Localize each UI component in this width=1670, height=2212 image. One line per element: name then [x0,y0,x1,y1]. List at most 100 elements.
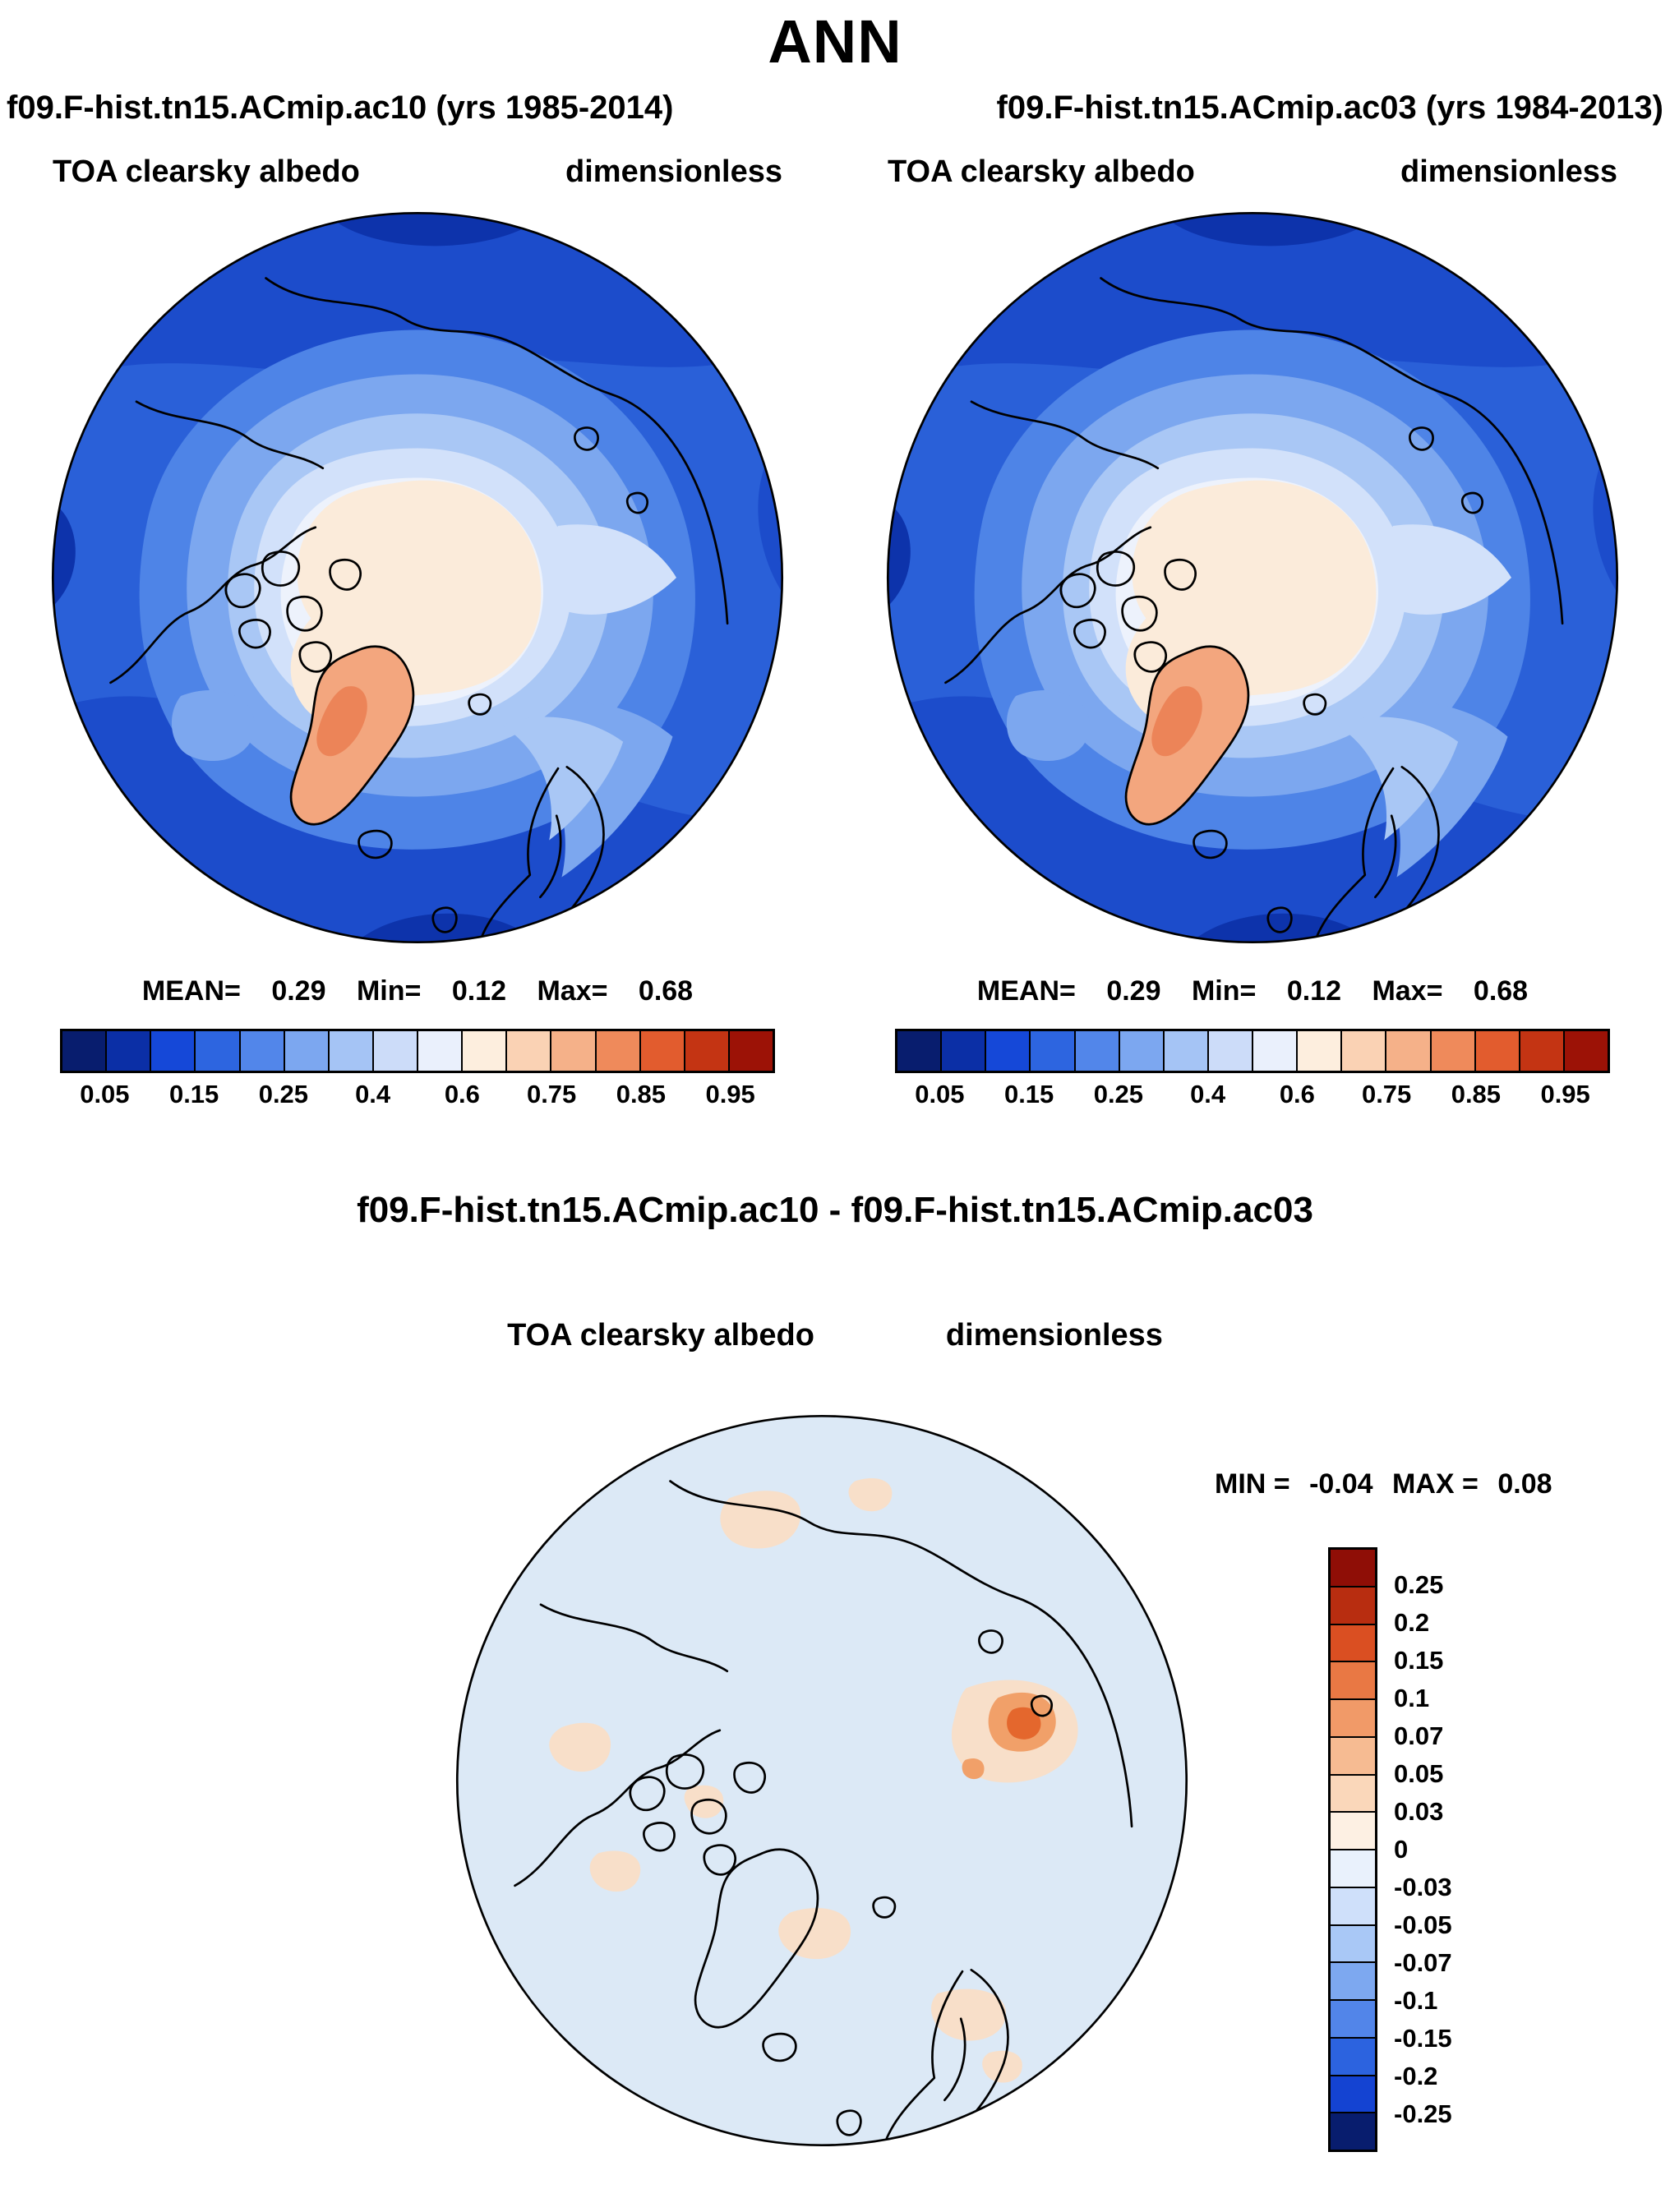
panel-run2-header: TOA clearsky albedo dimensionless [835,154,1670,190]
colorbar-tick-label: 0.05 [1394,1759,1444,1788]
colorbar-segment [507,1031,552,1071]
coastlines [514,1480,1133,2145]
colorbar-tick-label: -0.15 [1394,2024,1452,2053]
difference-colorbar: 0.25 0.2 0.15 0.1 0.07 0.05 0.03 0 -0.03 -0.05 -0.… [1328,1547,1509,2152]
colorbar-tick-label: 0.03 [1394,1797,1444,1826]
polar-map-svg [51,211,784,944]
colorbar-segment [463,1031,508,1071]
colorbar-segment [596,1031,641,1071]
colorbar-labels: 0.25 0.2 0.15 0.1 0.07 0.05 0.03 0 -0.03 -0.05 -0.… [1394,1547,1501,2152]
run1-title: f09.F-hist.tn15.ACmip.ac10 (yrs 1985-201… [7,90,674,126]
colorbar-segment [1331,1737,1375,1776]
run-subtitles: f09.F-hist.tn15.ACmip.ac10 (yrs 1985-201… [0,90,1670,127]
stats-run1: MEAN= 0.29 Min= 0.12 Max= 0.68 [142,975,693,1007]
colorbar-segment [329,1031,374,1071]
polar-map-run1 [48,208,787,947]
coastlines [109,277,729,942]
colorbar-segment [1164,1031,1209,1071]
colorbar-tick-label: 0.95 [1540,1080,1590,1108]
colorbar-strip [1328,1547,1377,2152]
colorbar-tick-label: 0.1 [1394,1684,1430,1712]
min-value: 0.12 [1286,975,1341,1007]
stats-run2: MEAN= 0.29 Min= 0.12 Max= 0.68 [977,975,1528,1007]
colorbar-tick-label: 0.15 [1003,1080,1054,1108]
comparison-panels: TOA clearsky albedo dimensionless MEAN= … [0,154,1670,1116]
max-value: 0.08 [1497,1468,1552,1500]
colorbar-tick-label: 0.07 [1394,1721,1444,1750]
field-label: TOA clearsky albedo [507,1318,814,1353]
colorbar-segment [1331,1813,1375,1850]
colorbar-ticks: 0.05 0.15 0.25 0.4 0.6 0.75 0.85 0.95 [60,1080,775,1116]
colorbar-tick-label: 0.25 [258,1080,309,1108]
max-value: 0.68 [638,975,694,1007]
colorbar-segment [196,1031,241,1071]
colorbar-segment [1331,1775,1375,1813]
colorbar-segment [1331,2038,1375,2076]
polar-map-svg [886,211,1619,944]
colorbar-tick-label: 0.25 [1394,1570,1444,1599]
panel-run1: TOA clearsky albedo dimensionless MEAN= … [0,154,835,1116]
max-label: Max= [1372,975,1443,1007]
colorbar-tick-label: 0.25 [1093,1080,1144,1108]
colorbar-tick-label: 0.15 [168,1080,219,1108]
polar-map-run2 [883,208,1622,947]
colorbar-segment [640,1031,685,1071]
mean-label: MEAN= [976,975,1076,1007]
albedo-colorbar-run1: 0.05 0.15 0.25 0.4 0.6 0.75 0.85 0.95 [60,1029,775,1116]
colorbar-segment [240,1031,285,1071]
difference-title: f09.F-hist.tn15.ACmip.ac10 - f09.F-hist.… [357,1190,1313,1230]
colorbar-segment [1520,1031,1565,1071]
min-label: Min= [1191,975,1257,1007]
max-label: MAX = [1392,1468,1479,1500]
colorbar-segment [1331,2113,1375,2150]
coastlines [944,277,1564,942]
colorbar-segment [986,1031,1031,1071]
colorbar-segment [897,1031,943,1071]
colorbar-segment [685,1031,730,1071]
colorbar-segment [151,1031,196,1071]
colorbar-segment [1342,1031,1387,1071]
colorbar-segment [1253,1031,1299,1071]
colorbar-tick-label: 0.05 [915,1080,965,1108]
colorbar-segment [551,1031,597,1071]
colorbar-segment [1564,1031,1608,1071]
colorbar-segment [107,1031,152,1071]
units-label: dimensionless [945,1318,1163,1353]
colorbar-tick-label: 0.6 [1279,1080,1315,1108]
colorbar-segment [1331,1925,1375,1964]
colorbar-tick-label: 0.85 [616,1080,667,1108]
colorbar-segment [284,1031,330,1071]
colorbar-tick-label: -0.05 [1394,1910,1452,1939]
colorbar-segment [1331,1624,1375,1663]
colorbar-segment [1331,1662,1375,1700]
max-label: Max= [537,975,608,1007]
colorbar-strip [60,1029,775,1073]
colorbar-tick-label: 0.85 [1451,1080,1502,1108]
albedo-colorbar-run2: 0.05 0.15 0.25 0.4 0.6 0.75 0.85 0.95 [895,1029,1610,1116]
min-value: -0.04 [1309,1468,1373,1500]
colorbar-segment [1031,1031,1076,1071]
colorbar-segment [1075,1031,1120,1071]
polar-map-difference [452,1411,1192,2150]
max-value: 0.68 [1473,975,1529,1007]
colorbar-tick-label: -0.1 [1394,1986,1438,2015]
mean-value: 0.29 [271,975,326,1007]
colorbar-tick-label: 0.05 [80,1080,130,1108]
field-label: TOA clearsky albedo [888,154,1195,189]
run2-title: f09.F-hist.tn15.ACmip.ac03 (yrs 1984-201… [996,90,1663,126]
min-label: Min= [356,975,422,1007]
min-value: 0.12 [451,975,506,1007]
colorbar-segment [1331,1550,1375,1588]
colorbar-segment [418,1031,464,1071]
colorbar-segment [1331,2076,1375,2114]
colorbar-tick-label: 0.75 [526,1080,577,1108]
units-label: dimensionless [1400,154,1617,189]
colorbar-tick-label: -0.2 [1394,2062,1438,2090]
colorbar-tick-label: 0.4 [1190,1080,1226,1108]
colorbar-segment [373,1031,418,1071]
colorbar-tick-label: -0.25 [1394,2099,1452,2128]
difference-header: TOA clearsky albedo dimensionless [0,1318,1670,1353]
colorbar-tick-label: -0.03 [1394,1873,1452,1901]
colorbar-segment [1208,1031,1253,1071]
